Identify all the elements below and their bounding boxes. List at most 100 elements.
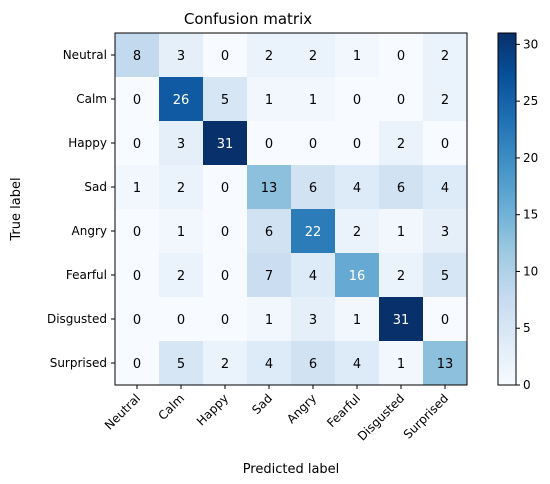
cell-value-label: 1 xyxy=(265,93,273,108)
heatmap-cell xyxy=(335,253,380,298)
heatmap-cell xyxy=(379,341,424,386)
heatmap-cell xyxy=(247,209,292,254)
cell-value-label: 0 xyxy=(133,137,141,152)
cell-value-label: 22 xyxy=(305,225,322,240)
x-tick-label: Fearful xyxy=(324,391,363,430)
heatmap-cell xyxy=(203,209,248,254)
cell-value-label: 4 xyxy=(353,357,361,372)
x-tick-label: Calm xyxy=(155,391,187,423)
heatmap-cell xyxy=(247,341,292,386)
y-axis-label: True label xyxy=(9,177,24,241)
cell-value-label: 6 xyxy=(265,225,273,240)
cell-value-label: 0 xyxy=(441,137,449,152)
heatmap-cell xyxy=(423,165,468,210)
cell-value-label: 2 xyxy=(441,93,449,108)
cell-value-label: 1 xyxy=(397,357,405,372)
cell-value-label: 0 xyxy=(353,137,361,152)
cell-value-label: 1 xyxy=(265,313,273,328)
heatmap-cell xyxy=(423,33,468,78)
cell-value-label: 0 xyxy=(133,93,141,108)
heatmap-cell xyxy=(115,209,160,254)
heatmap-cell xyxy=(379,33,424,78)
colorbar-tick-label: 5 xyxy=(523,321,531,335)
cell-value-label: 2 xyxy=(265,49,273,64)
heatmap-cell xyxy=(291,165,336,210)
cell-value-label: 3 xyxy=(177,49,185,64)
heatmap-cell xyxy=(203,297,248,342)
cell-value-label: 3 xyxy=(309,313,317,328)
heatmap-cell xyxy=(291,209,336,254)
x-tick-label: Disgusted xyxy=(355,391,407,443)
cell-value-label: 0 xyxy=(397,93,405,108)
cell-value-label: 1 xyxy=(397,225,405,240)
heatmap-cell xyxy=(115,253,160,298)
heatmap-cell xyxy=(291,33,336,78)
cell-value-label: 0 xyxy=(221,49,229,64)
heatmap-cell xyxy=(115,297,160,342)
cell-value-label: 6 xyxy=(309,357,317,372)
heatmap-cell xyxy=(159,341,204,386)
cell-value-label: 0 xyxy=(441,313,449,328)
heatmap-cell xyxy=(379,165,424,210)
y-tick-label: Disgusted xyxy=(47,312,107,326)
heatmap-cell xyxy=(335,121,380,166)
cell-value-label: 26 xyxy=(173,93,190,108)
cell-value-label: 1 xyxy=(133,181,141,196)
cell-value-label: 4 xyxy=(353,181,361,196)
cell-value-label: 4 xyxy=(265,357,273,372)
colorbar-tick-label: 25 xyxy=(523,94,538,108)
cell-value-label: 0 xyxy=(133,313,141,328)
cell-value-label: 2 xyxy=(309,49,317,64)
cell-value-label: 6 xyxy=(309,181,317,196)
heatmap-cell xyxy=(379,253,424,298)
y-tick-label: Happy xyxy=(68,136,107,150)
y-tick-label: Fearful xyxy=(66,268,107,282)
heatmap-cell xyxy=(335,77,380,122)
heatmap-cell xyxy=(335,165,380,210)
colorbar-ticks: 0 5 10 15 20 25 30 xyxy=(516,37,538,392)
heatmap-cell xyxy=(291,253,336,298)
heatmap-cell xyxy=(247,253,292,298)
heatmap-cell xyxy=(379,209,424,254)
heatmap-cell xyxy=(159,209,204,254)
heatmap-cell xyxy=(335,33,380,78)
cell-value-label: 13 xyxy=(437,357,454,372)
heatmap-cell xyxy=(423,121,468,166)
x-tick-label: Neutral xyxy=(102,391,143,432)
cell-value-label: 4 xyxy=(441,181,449,196)
chart-title: Confusion matrix xyxy=(184,10,312,28)
heatmap-cell xyxy=(203,121,248,166)
heatmap-cell xyxy=(335,341,380,386)
x-axis-label: Predicted label xyxy=(243,462,340,477)
heatmap-cell xyxy=(423,209,468,254)
cell-value-label: 8 xyxy=(133,49,141,64)
cell-value-label: 5 xyxy=(177,357,185,372)
cell-value-label: 1 xyxy=(177,225,185,240)
cell-value-label: 7 xyxy=(265,269,273,284)
x-tick-label: Happy xyxy=(194,391,231,428)
x-tick-label: Sad xyxy=(249,391,275,417)
colorbar-tick-label: 20 xyxy=(523,151,538,165)
y-tick-label: Angry xyxy=(72,224,107,238)
x-tick-label: Angry xyxy=(284,391,319,426)
heatmap-cell xyxy=(115,77,160,122)
cell-value-label: 2 xyxy=(221,357,229,372)
y-tick-label: Calm xyxy=(76,92,107,106)
heatmap-cell xyxy=(203,165,248,210)
heatmap-cell xyxy=(291,77,336,122)
heatmap-cell xyxy=(203,341,248,386)
cell-value-label: 0 xyxy=(221,225,229,240)
cell-value-label: 5 xyxy=(221,93,229,108)
heatmap-cell xyxy=(291,341,336,386)
heatmap-cell xyxy=(423,341,468,386)
heatmap-cell xyxy=(159,77,204,122)
heatmap-cell xyxy=(247,33,292,78)
heatmap-cell xyxy=(291,121,336,166)
cell-value-label: 0 xyxy=(221,313,229,328)
heatmap-cell xyxy=(247,121,292,166)
cell-value-label: 0 xyxy=(221,269,229,284)
cell-value-label: 2 xyxy=(353,225,361,240)
heatmap-cell xyxy=(159,165,204,210)
heatmap-cell xyxy=(203,253,248,298)
